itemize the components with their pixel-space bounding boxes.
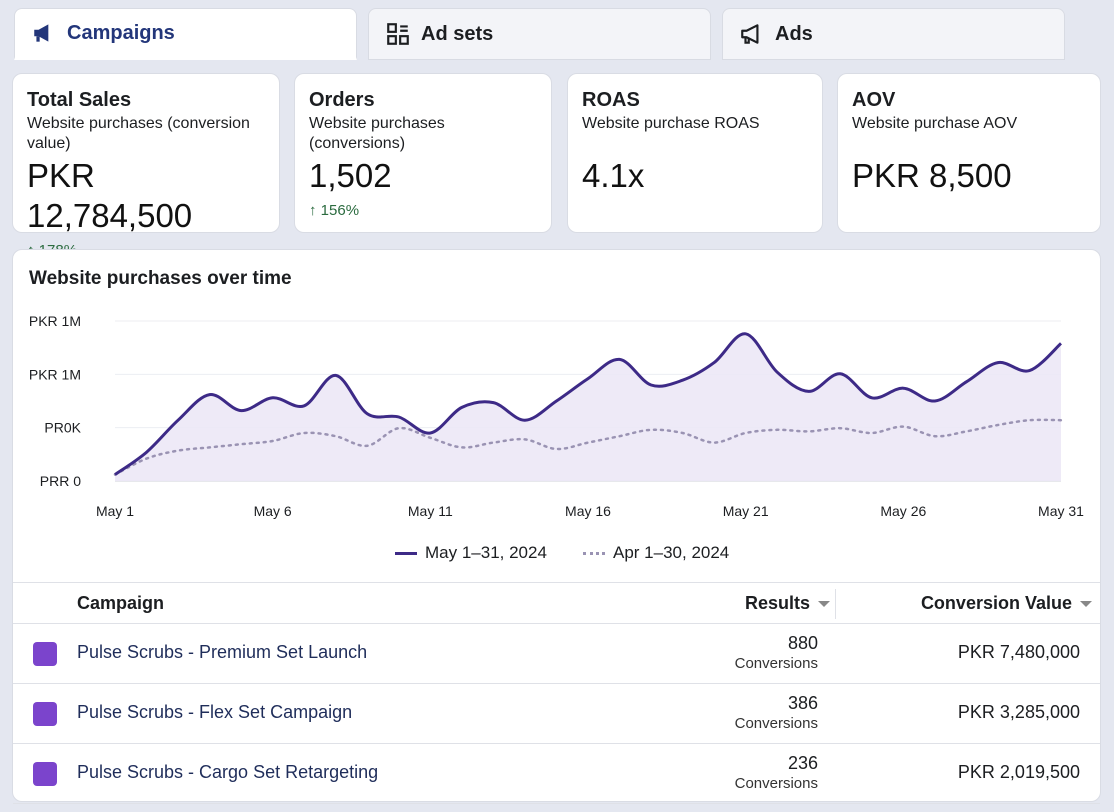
campaign-color-swatch [33,702,57,726]
metric-subtitle: Website purchase AOV [852,115,1018,132]
y-tick-label: PKR 1M [29,366,81,382]
y-tick-label: PR0K [44,420,81,436]
header-label: Conversion Value [920,593,1072,613]
results-cell: 236 Conversions [735,752,818,794]
tab-ads[interactable]: Ads [722,8,1065,60]
grid-icon [387,23,409,45]
x-tick-label: May 1 [96,503,134,519]
metric-title: AOV [852,89,896,111]
campaign-name[interactable]: Pulse Scrubs - Flex Set Campaign [77,702,353,722]
tab-label: Ads [775,22,813,45]
column-header-results[interactable]: Results [745,593,830,614]
metric-value: PKR 12,784,500 [27,157,193,234]
results-value: 236 [787,753,818,773]
results-cell: 880 Conversions [735,632,818,674]
campaign-name[interactable]: Pulse Scrubs - Premium Set Launch [77,642,368,662]
table-header: Campaign Results Conversion Value [13,582,1100,624]
column-divider [835,589,836,619]
legend-item-previous[interactable]: Apr 1–30, 2024 [583,543,729,563]
metric-title: ROAS [582,89,640,111]
table-row[interactable]: Pulse Scrubs - Flex Set Campaign 386 Con… [13,684,1100,744]
metric-title: Total Sales [27,89,132,111]
campaign-table: Campaign Results Conversion Value Pulse … [13,582,1100,804]
tab-label: Ad sets [421,22,494,45]
conversion-value: PKR 3,285,000 [957,702,1080,722]
metric-card-orders: Orders Website purchases (conversions) 1… [294,73,552,233]
metric-subtitle: Website purchases (conversions) [309,115,445,152]
x-tick-label: May 21 [723,503,769,519]
x-tick-label: May 11 [408,503,453,519]
metric-value: 4.1x [582,157,645,194]
results-value: 386 [787,693,818,713]
metric-card-total-sales: Total Sales Website purchases (conversio… [12,73,280,259]
legend-solid-swatch [395,551,417,555]
campaign-color-swatch [33,642,57,666]
column-header-conversion-value[interactable]: Conversion Value [921,593,1092,614]
column-header-campaign[interactable]: Campaign [77,593,165,613]
results-label: Conversions [734,715,818,732]
metric-value: 1,502 [309,157,392,194]
metric-subtitle: Website purchase ROAS [582,115,760,132]
tab-campaigns[interactable]: Campaigns [14,8,357,60]
legend-dotted-swatch [583,551,605,555]
table-row[interactable]: Pulse Scrubs - Premium Set Launch 880 Co… [13,624,1100,684]
results-value: 880 [787,633,818,653]
line-chart: PKR 1M PKR 1M PR0K PRR 0 May 1 May 6 May 11 May… [29,313,1084,519]
y-tick-label: PRR 0 [40,473,81,489]
metric-card-roas: ROAS Website purchase ROAS 4.1x [567,73,823,233]
series-area-current [115,333,1061,481]
sort-caret-icon [1080,601,1092,608]
metric-subtitle: Website purchases (conversion value) [27,115,250,152]
legend-label: May 1–31, 2024 [425,543,547,562]
chart-panel: Website purchases over time PKR 1M PKR 1M… [12,249,1101,804]
y-tick-label: PKR 1M [29,313,81,329]
metric-delta: ↑ 156% [309,202,360,219]
megaphone-outline-icon [741,24,759,44]
results-label: Conversions [734,655,818,672]
conversion-value: PKR 2,019,500 [957,762,1080,782]
x-tick-label: May 6 [254,503,292,519]
table-row[interactable]: Pulse Scrubs - Cargo Set Retargeting 236… [13,744,1100,804]
header-label: Results [744,593,810,613]
megaphone-icon [34,24,49,42]
campaign-name[interactable]: Pulse Scrubs - Cargo Set Retargeting [77,762,379,782]
legend-label: Apr 1–30, 2024 [613,543,730,562]
tab-ad-sets[interactable]: Ad sets [368,8,711,60]
campaign-color-swatch [33,762,57,786]
x-tick-label: May 31 [1038,503,1084,519]
results-cell: 386 Conversions [735,692,818,734]
chart-title: Website purchases over time [29,268,292,289]
sort-caret-icon [818,601,830,608]
series-line-previous [113,418,1063,476]
x-tick-label: May 26 [880,503,926,519]
metric-title: Orders [309,89,375,111]
x-tick-label: May 16 [565,503,611,519]
metric-card-aov: AOV Website purchase AOV PKR 8,500 [837,73,1101,233]
tab-label: Campaigns [67,21,175,44]
results-label: Conversions [734,775,818,792]
metric-value: PKR 8,500 [852,157,1012,194]
series-line-current [114,332,1063,476]
conversion-value: PKR 7,480,000 [957,642,1080,662]
legend-item-current[interactable]: May 1–31, 2024 [395,543,547,563]
